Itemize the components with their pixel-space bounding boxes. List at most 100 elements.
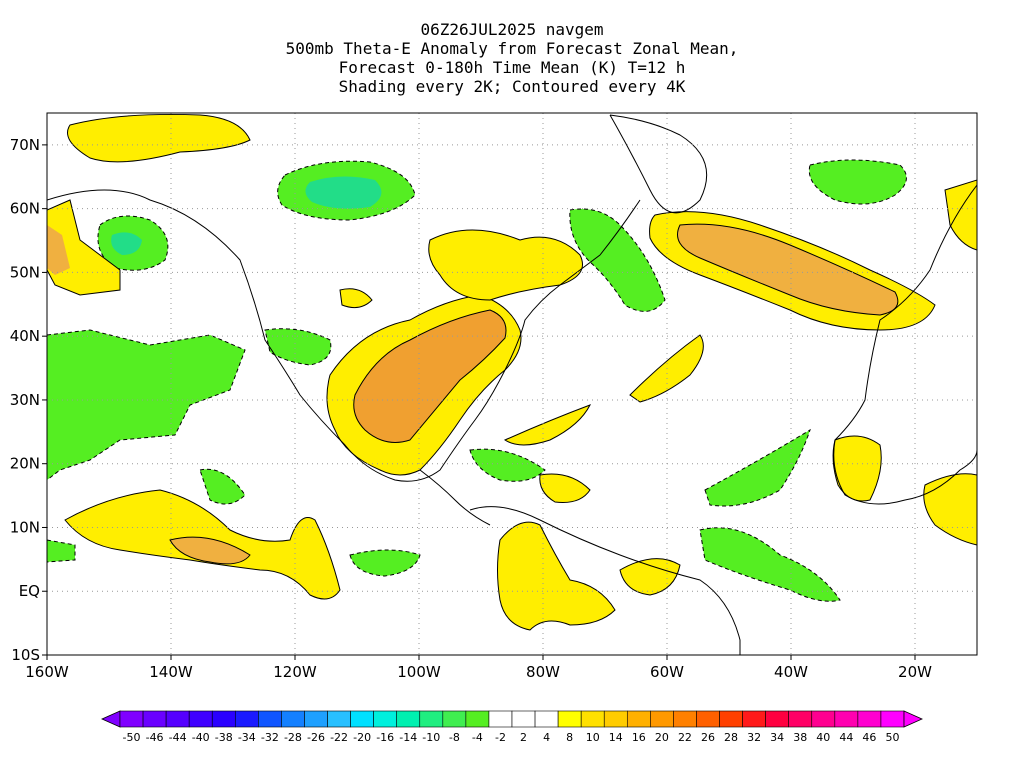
colorbar-swatch bbox=[188, 710, 213, 728]
map-title: 06Z26JUL2025 navgem 500mb Theta-E Anomal… bbox=[0, 20, 1024, 96]
anomaly-region-green-tropical-atlantic bbox=[699, 527, 841, 602]
lon-tick-label: 60W bbox=[650, 663, 684, 681]
colorbar-label: -2 bbox=[495, 731, 506, 744]
title-line-1: 06Z26JUL2025 navgem bbox=[420, 20, 604, 39]
lat-tick-label: EQ bbox=[19, 582, 40, 600]
lat-tick-label: 40N bbox=[10, 327, 40, 345]
anomaly-region-green-caribbean bbox=[469, 448, 546, 482]
anomaly-region-green-tropical-pacific-small bbox=[199, 468, 246, 505]
title-line-2: 500mb Theta-E Anomaly from Forecast Zona… bbox=[285, 39, 739, 58]
lon-tick-label: 140W bbox=[149, 663, 193, 681]
lat-tick-label: 50N bbox=[10, 263, 40, 281]
colorbar-label: 10 bbox=[586, 731, 600, 744]
coastline-south-america bbox=[469, 506, 741, 655]
colorbar-label: -38 bbox=[215, 731, 233, 744]
lat-tick-label: 20N bbox=[10, 455, 40, 473]
latitude-labels: 70N 60N 50N 40N 30N 20N 10N EQ 10S bbox=[10, 136, 47, 664]
colorbar-swatch bbox=[534, 710, 559, 728]
colorbar-label: -46 bbox=[146, 731, 164, 744]
colorbar-swatch bbox=[304, 710, 328, 728]
anomaly-region-teal-gulf-alaska bbox=[111, 232, 142, 255]
lat-tick-label: 60N bbox=[10, 200, 40, 218]
colorbar-swatch bbox=[373, 710, 398, 728]
colorbar-label: 44 bbox=[839, 731, 853, 744]
colorbar-arrow-right bbox=[903, 710, 923, 728]
colorbar-swatch bbox=[673, 710, 697, 728]
colorbar-swatch bbox=[165, 710, 190, 728]
anomaly-region-gold-northwest bbox=[47, 225, 70, 275]
coastline-africa-europe bbox=[833, 184, 977, 505]
colorbar-swatch bbox=[765, 710, 790, 728]
lon-tick-label: 20W bbox=[898, 663, 932, 681]
colorbar-swatch bbox=[488, 710, 513, 728]
coastline-greenland bbox=[609, 114, 708, 214]
anomaly-region-green-labrador bbox=[569, 208, 666, 312]
colorbar-label: 20 bbox=[655, 731, 669, 744]
longitude-labels: 160W140W120W100W80W60W40W20W0 bbox=[25, 655, 932, 681]
colorbar-swatch bbox=[834, 710, 859, 728]
anomaly-region-orange-tropical-pacific bbox=[169, 536, 251, 565]
colorbar-swatch bbox=[626, 710, 651, 728]
anomaly-shading bbox=[47, 113, 977, 631]
colorbar-swatch bbox=[511, 710, 536, 728]
colorbar-swatch bbox=[327, 710, 351, 728]
colorbar-swatch bbox=[419, 710, 444, 728]
lon-tick-label: 160W bbox=[25, 663, 69, 681]
anomaly-region-green-west-pacific bbox=[47, 539, 76, 563]
colorbar-swatch bbox=[234, 710, 259, 728]
anomaly-region-yellow-west-africa bbox=[923, 473, 977, 546]
colorbar-swatch bbox=[650, 710, 674, 728]
colorbar-swatch bbox=[580, 710, 605, 728]
colorbar-swatch bbox=[465, 710, 490, 728]
colorbar-label: 28 bbox=[724, 731, 738, 744]
lon-tick-label: 80W bbox=[526, 663, 560, 681]
anomaly-region-yellow-south-america bbox=[497, 521, 616, 631]
anomaly-region-yellow-northwest bbox=[47, 199, 121, 296]
lon-tick-label: 100W bbox=[397, 663, 441, 681]
colorbar-swatch bbox=[350, 710, 374, 728]
colorbar-label: -8 bbox=[449, 731, 460, 744]
colorbar-swatch bbox=[603, 710, 628, 728]
colorbar-label: 34 bbox=[770, 731, 784, 744]
anomaly-region-yellow-africa bbox=[832, 435, 882, 502]
colorbar-swatch bbox=[557, 710, 582, 728]
anomaly-region-yellow-equatorial-atlantic bbox=[619, 558, 681, 596]
anomaly-region-yellow-arctic bbox=[67, 113, 251, 163]
colorbar-label: -32 bbox=[261, 731, 279, 744]
anomaly-region-green-east-pacific bbox=[349, 549, 421, 577]
title-line-4: Shading every 2K; Contoured every 4K bbox=[338, 77, 686, 96]
map-grid bbox=[47, 113, 977, 655]
colorbar-swatch bbox=[811, 710, 836, 728]
colorbar-swatch bbox=[788, 710, 813, 728]
colorbar-swatch bbox=[258, 710, 282, 728]
anomaly-region-green-rockies bbox=[264, 328, 332, 366]
colorbar-label: -40 bbox=[192, 731, 210, 744]
lat-tick-label: 70N bbox=[10, 136, 40, 154]
anomaly-region-green-subtropical-atlantic bbox=[704, 428, 811, 507]
colorbar-label: 4 bbox=[543, 731, 550, 744]
anomaly-region-orange-north-atlantic bbox=[677, 223, 899, 316]
plot-frame bbox=[46, 112, 978, 656]
colorbar-label: 38 bbox=[793, 731, 807, 744]
colorbar-arrow-left bbox=[101, 710, 121, 728]
anomaly-region-yellow-caribbean bbox=[539, 473, 591, 503]
colorbar-label: -26 bbox=[307, 731, 325, 744]
colorbar-swatch bbox=[442, 710, 467, 728]
colorbar-swatch bbox=[719, 710, 743, 728]
colorbar-label: -22 bbox=[330, 731, 348, 744]
colorbar-label: 32 bbox=[747, 731, 761, 744]
colorbar-label: -50 bbox=[123, 731, 141, 744]
title-line-3: Forecast 0-180h Time Mean (K) T=12 h bbox=[338, 58, 686, 77]
colorbar-label: -34 bbox=[238, 731, 256, 744]
colorbar-label: -4 bbox=[472, 731, 483, 744]
lat-tick-label: 10S bbox=[11, 646, 40, 664]
colorbar-label: -10 bbox=[422, 731, 440, 744]
colorbar-label: 46 bbox=[862, 731, 876, 744]
colorbar-swatch bbox=[396, 710, 421, 728]
anomaly-region-green-pacific bbox=[47, 329, 246, 481]
anomaly-region-yellow-rockies-small bbox=[339, 288, 373, 309]
colorbar-label: 8 bbox=[566, 731, 573, 744]
colorbar-swatch bbox=[211, 710, 236, 728]
colorbar-label: 16 bbox=[632, 731, 646, 744]
